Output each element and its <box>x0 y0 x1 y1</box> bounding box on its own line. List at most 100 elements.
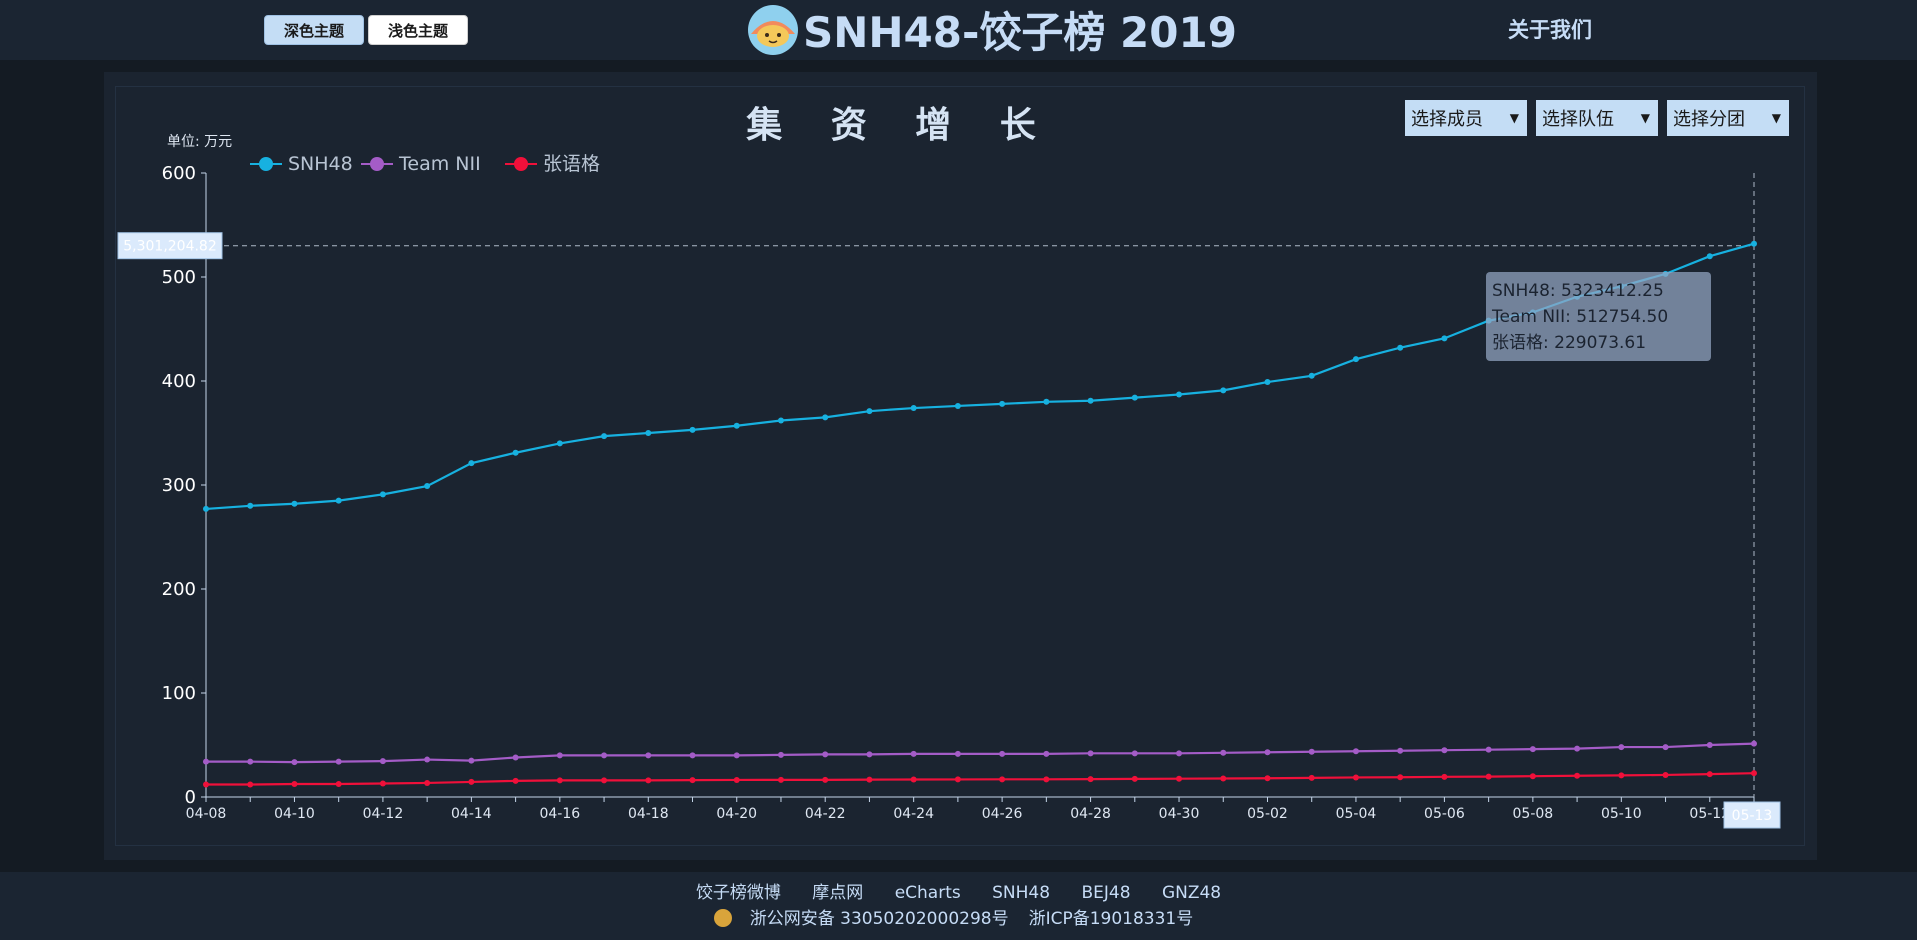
x-tick-label: 04-14 <box>451 806 492 822</box>
y-tick-label: 500 <box>162 267 196 288</box>
data-point <box>1352 356 1359 363</box>
data-point <box>291 781 298 787</box>
data-point <box>379 758 386 765</box>
data-point <box>203 505 209 512</box>
footer-link[interactable]: 摩点网 <box>812 883 864 903</box>
x-tick-label: 05-06 <box>1424 806 1465 822</box>
data-point <box>1043 776 1050 783</box>
data-point <box>1751 240 1757 247</box>
data-point <box>247 781 254 788</box>
data-point <box>601 752 608 759</box>
data-point <box>291 759 298 766</box>
y-tick-label: 100 <box>162 683 196 704</box>
data-point <box>335 497 342 504</box>
data-point <box>1220 749 1227 756</box>
dark-theme-button[interactable]: 深色主题 <box>264 15 364 45</box>
police-badge-icon <box>713 909 732 927</box>
data-point <box>1308 372 1315 379</box>
dropdown-arrow-icon: ▼ <box>1771 111 1781 125</box>
team-select[interactable]: 选择队伍 ▼ <box>1536 100 1658 136</box>
data-point <box>512 449 519 456</box>
crosshair-x-label: 05-13 <box>1732 808 1773 824</box>
series-line <box>206 742 1755 764</box>
legend-label: SNH48 <box>288 153 353 175</box>
member-select[interactable]: 选择成员 ▼ <box>1405 100 1527 136</box>
data-point <box>1441 335 1448 342</box>
chart-panel <box>104 72 1817 860</box>
data-point <box>335 758 342 765</box>
data-point <box>999 776 1006 783</box>
tooltip-line: SNH48: 5323412.25 <box>1492 281 1664 301</box>
data-point <box>1485 746 1492 753</box>
legend-label: Team NII <box>398 153 481 175</box>
line-chart[interactable]: 0 100 200 300 400 500 600 04-08 04-10 04-12 04-14 0… <box>0 0 1917 872</box>
team-select-label: 选择队伍 <box>1542 109 1614 130</box>
footer-link[interactable]: eCharts <box>894 883 961 903</box>
data-point <box>1264 749 1271 756</box>
x-tick-label: 04-18 <box>628 806 669 822</box>
group-select[interactable]: 选择分团 ▼ <box>1667 100 1789 136</box>
data-point <box>247 758 254 765</box>
y-tick-label: 200 <box>162 579 196 600</box>
data-point <box>1618 744 1625 751</box>
data-point <box>1087 750 1094 757</box>
data-point <box>1529 746 1536 753</box>
light-theme-button[interactable]: 浅色主题 <box>368 15 468 45</box>
footer-registration: 浙公网安备 33050202000298号 浙ICP备19018331号 <box>0 904 1917 929</box>
data-point <box>1087 397 1094 404</box>
data-point <box>1441 773 1448 780</box>
y-tick-label: 400 <box>162 371 196 392</box>
data-point <box>910 776 917 783</box>
dropdown-arrow-icon: ▼ <box>1509 111 1519 125</box>
data-point <box>1706 253 1713 260</box>
data-point <box>1308 748 1315 755</box>
footer-link[interactable]: SNH48 <box>992 883 1051 903</box>
y-tick-label: 600 <box>162 163 196 184</box>
about-us-link[interactable]: 关于我们 <box>1508 18 1592 42</box>
data-point <box>777 776 784 783</box>
data-point <box>601 777 608 784</box>
data-point <box>777 751 784 758</box>
data-point <box>733 422 740 429</box>
data-point <box>954 402 961 409</box>
footer-link[interactable]: 饺子榜微博 <box>695 883 781 903</box>
crosshair-x-badge <box>1723 801 1781 829</box>
crosshair-y-badge <box>117 232 223 260</box>
data-point <box>1662 744 1669 751</box>
data-point <box>1397 774 1404 781</box>
data-point <box>645 777 652 784</box>
footer-link[interactable]: GNZ48 <box>1161 883 1222 903</box>
series-line <box>206 772 1755 786</box>
data-point <box>468 460 475 467</box>
x-tick-label: 04-26 <box>982 806 1023 822</box>
data-point <box>954 776 961 783</box>
group-select-label: 选择分团 <box>1673 109 1745 130</box>
data-point <box>1529 773 1536 780</box>
data-point <box>424 483 431 490</box>
unit-label: 单位: 万元 <box>167 134 233 150</box>
data-point <box>1397 747 1404 754</box>
data-point <box>247 502 254 509</box>
footer <box>0 872 1917 940</box>
data-point <box>645 430 652 436</box>
data-point <box>512 777 519 784</box>
member-select-label: 选择成员 <box>1411 109 1483 130</box>
police-registration[interactable]: 浙公网安备 33050202000298号 <box>749 909 1009 929</box>
chart-tooltip: SNH48: 5323412.25 Team NII: 512754.50 张语… <box>1486 272 1711 361</box>
data-point <box>822 414 829 421</box>
chart-frame <box>115 86 1805 846</box>
data-point <box>866 751 873 758</box>
footer-link[interactable]: BEJ48 <box>1081 883 1131 903</box>
data-point <box>1043 398 1050 405</box>
data-point <box>556 777 563 784</box>
data-point <box>822 776 829 783</box>
data-point <box>1441 747 1448 754</box>
legend-label: 张语格 <box>543 153 600 175</box>
data-point <box>1131 394 1138 401</box>
icp-registration[interactable]: 浙ICP备19018331号 <box>1028 909 1194 929</box>
data-point <box>335 781 342 787</box>
site-title: SNH48-饺子榜 2019 <box>803 7 1237 57</box>
data-point <box>1751 740 1757 747</box>
data-point <box>999 400 1006 407</box>
data-point <box>1574 745 1581 752</box>
